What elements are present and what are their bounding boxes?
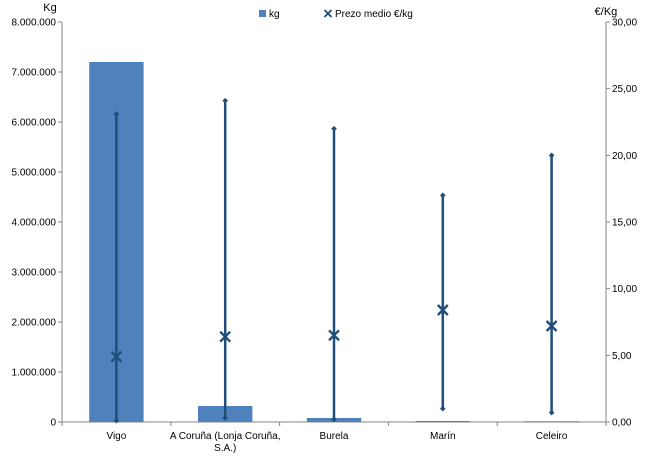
legend-swatch-price xyxy=(323,9,333,18)
price-min-point xyxy=(440,405,446,412)
price-avg-marker xyxy=(545,320,558,332)
left-tick-label: 6.000.000 xyxy=(12,118,57,129)
right-tick-label: 30,00 xyxy=(612,18,637,29)
axes-layer: 0 1.000.000 2.000.000 3.000.000 4.000.000 5.0… xyxy=(12,2,638,454)
price-min-point xyxy=(222,415,228,421)
left-tick-label: 4.000.000 xyxy=(12,218,57,229)
price-avg-marker xyxy=(219,330,232,343)
price-max-point xyxy=(331,125,337,132)
left-tick-label: 1.000.000 xyxy=(12,368,57,379)
x-tick-label: Vigo xyxy=(106,431,126,442)
price-min-point xyxy=(113,417,120,424)
x-tick-label: Marín xyxy=(430,431,456,442)
x-tick-label: Burela xyxy=(320,431,349,442)
price-range-layer xyxy=(113,97,555,424)
price-min-point xyxy=(331,416,337,423)
legend: kg Prezo medio €/kg xyxy=(259,9,413,20)
left-tick-label: 0 xyxy=(50,418,56,429)
right-tick-label: 15,00 xyxy=(612,218,637,229)
right-axis-title: €/Kg xyxy=(595,6,618,18)
bar xyxy=(524,421,579,423)
price-avg-marker xyxy=(328,329,340,342)
x-tick-label: Celeiro xyxy=(536,431,568,442)
right-tick-label: 0,00 xyxy=(612,418,632,429)
left-axis-title: Kg xyxy=(43,2,56,14)
legend-label-kg: kg xyxy=(269,9,280,20)
legend-swatch-kg xyxy=(259,10,266,17)
right-tick-label: 5,00 xyxy=(612,351,632,362)
price-max-point xyxy=(548,152,555,159)
left-tick-label: 3.000.000 xyxy=(12,268,57,279)
price-max-point xyxy=(440,192,446,199)
right-tick-label: 20,00 xyxy=(612,151,637,162)
left-tick-label: 5.000.000 xyxy=(12,168,57,179)
price-avg-marker xyxy=(436,304,449,316)
price-max-point xyxy=(222,97,228,104)
left-tick-label: 8.000.000 xyxy=(12,18,57,29)
price-avg-marker xyxy=(110,350,123,363)
legend-label-price: Prezo medio €/kg xyxy=(335,9,413,20)
left-tick-label: 7.000.000 xyxy=(12,68,57,79)
x-tick-label: A Coruña (Lonja Coruña, xyxy=(170,431,281,442)
price-max-point xyxy=(113,111,120,117)
price-min-point xyxy=(548,409,555,416)
right-tick-label: 25,00 xyxy=(612,84,637,95)
left-tick-label: 2.000.000 xyxy=(12,318,57,329)
x-tick-label: S.A.) xyxy=(214,443,236,454)
right-tick-label: 10,00 xyxy=(612,284,637,295)
bar xyxy=(415,421,470,422)
price-markers-layer xyxy=(110,304,558,363)
